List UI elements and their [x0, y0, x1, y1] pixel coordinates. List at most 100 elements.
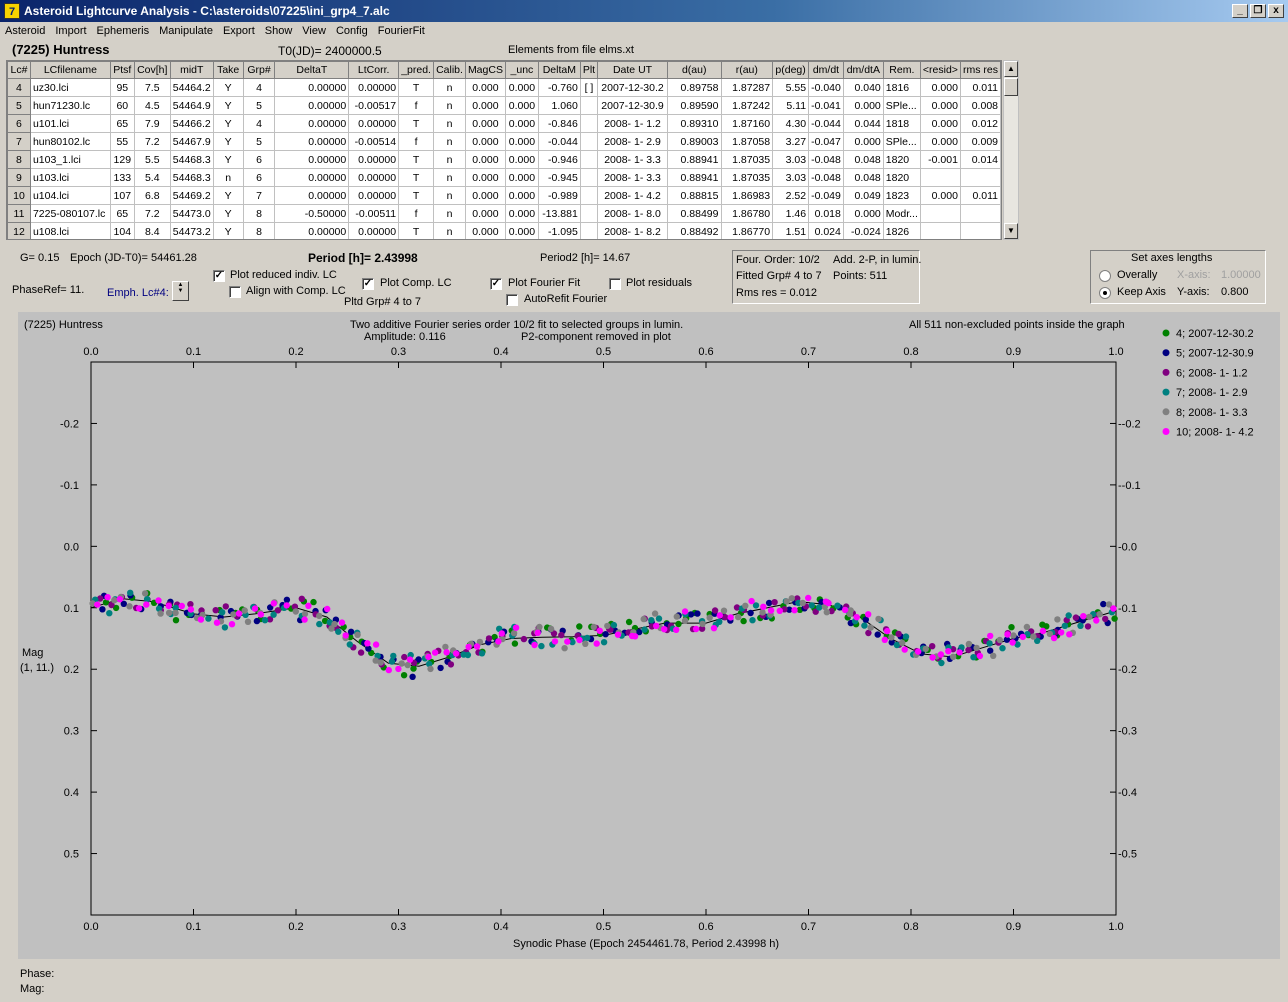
table-cell[interactable]: 5: [242, 96, 276, 115]
table-cell[interactable]: 0.000: [464, 204, 506, 223]
column-header[interactable]: MagCS: [464, 61, 506, 79]
table-cell[interactable]: 0.040: [842, 78, 884, 97]
table-cell[interactable]: 8.4: [133, 222, 171, 239]
x-axis-value[interactable]: 1.00000: [1221, 269, 1261, 281]
table-cell[interactable]: -0.044: [808, 114, 844, 133]
table-scrollbar[interactable]: ▲ ▼: [1003, 60, 1019, 240]
table-cell[interactable]: -0.047: [808, 132, 844, 151]
table-cell[interactable]: -0.049: [808, 186, 844, 205]
table-cell[interactable]: n: [212, 168, 244, 187]
table-row[interactable]: 7 hun80102.lc 55 7.2 54467.9 Y 5 0.00000 -0.0051…: [7, 132, 1001, 151]
table-cell[interactable]: Y: [212, 150, 244, 169]
table-cell[interactable]: 6: [242, 168, 276, 187]
table-cell[interactable]: 65: [109, 204, 135, 223]
column-header[interactable]: Ptsf: [109, 61, 135, 79]
table-cell[interactable]: 1820: [882, 168, 921, 187]
epoch-value[interactable]: Epoch (JD-T0)= 54461.28: [70, 252, 197, 264]
table-cell[interactable]: 0.000: [504, 168, 539, 187]
menu-fourierfit[interactable]: FourierFit: [377, 25, 425, 37]
period-value[interactable]: Period [h]= 2.43998: [308, 251, 418, 265]
table-cell[interactable]: [919, 222, 961, 239]
table-cell[interactable]: 2008- 1- 4.2: [597, 186, 668, 205]
table-cell[interactable]: 2007-12-30.9: [597, 96, 668, 115]
table-cell[interactable]: -0.048: [808, 168, 844, 187]
table-cell[interactable]: 0.00000: [274, 150, 350, 169]
table-cell[interactable]: T: [398, 150, 435, 169]
table-cell[interactable]: 1.87242: [720, 96, 774, 115]
table-cell[interactable]: 6.8: [133, 186, 171, 205]
scroll-thumb[interactable]: [1004, 78, 1018, 96]
table-cell[interactable]: [579, 204, 599, 223]
table-cell[interactable]: n: [433, 204, 466, 223]
table-cell[interactable]: 0.000: [504, 204, 539, 223]
column-header[interactable]: Lc#: [7, 61, 31, 79]
table-cell[interactable]: [579, 132, 599, 151]
column-header[interactable]: midT: [169, 61, 214, 79]
table-cell[interactable]: 1.060: [537, 96, 581, 115]
table-cell[interactable]: n: [433, 132, 466, 151]
table-cell[interactable]: 0.000: [504, 222, 539, 239]
table-cell[interactable]: 2008- 1- 3.3: [597, 150, 668, 169]
table-cell[interactable]: 1.86770: [720, 222, 774, 239]
column-header[interactable]: LtCorr.: [348, 61, 400, 79]
row-header[interactable]: 9: [7, 168, 31, 187]
lightcurve-plot[interactable]: (7225) Huntress Two additive Fourier ser…: [18, 312, 1280, 959]
table-cell[interactable]: -0.846: [537, 114, 581, 133]
table-cell[interactable]: 0.00000: [274, 222, 350, 239]
table-cell[interactable]: 5.11: [772, 96, 810, 115]
table-cell[interactable]: 0.000: [919, 96, 961, 115]
menu-import[interactable]: Import: [55, 25, 87, 37]
table-cell[interactable]: n: [433, 150, 466, 169]
column-header[interactable]: r(au): [720, 61, 774, 79]
table-cell[interactable]: n: [433, 168, 466, 187]
table-cell[interactable]: -0.00511: [348, 204, 400, 223]
menu-asteroid[interactable]: Asteroid: [5, 25, 46, 37]
table-cell[interactable]: 0.048: [842, 150, 884, 169]
table-cell[interactable]: [959, 222, 1001, 239]
row-header[interactable]: 12: [7, 222, 31, 239]
table-cell[interactable]: -0.024: [842, 222, 884, 239]
table-cell[interactable]: f: [398, 204, 435, 223]
column-header[interactable]: Rem.: [882, 61, 921, 79]
table-cell[interactable]: [579, 222, 599, 239]
table-cell[interactable]: 0.000: [504, 96, 539, 115]
table-cell[interactable]: T: [398, 186, 435, 205]
table-cell[interactable]: -0.044: [537, 132, 581, 151]
table-cell[interactable]: SPle...: [882, 132, 921, 151]
table-cell[interactable]: f: [398, 96, 435, 115]
table-cell[interactable]: 4.30: [772, 114, 810, 133]
table-cell[interactable]: 0.018: [808, 204, 844, 223]
table-cell[interactable]: 7.2: [133, 204, 171, 223]
table-cell[interactable]: n: [433, 186, 466, 205]
column-header[interactable]: dm/dtA: [842, 61, 884, 79]
table-cell[interactable]: 3.03: [772, 150, 810, 169]
table-cell[interactable]: 0.89758: [666, 78, 722, 97]
table-cell[interactable]: Y: [212, 96, 244, 115]
table-cell[interactable]: 133: [109, 168, 135, 187]
table-cell[interactable]: 54469.2: [169, 186, 214, 205]
table-row[interactable]: 12 u108.lci 104 8.4 54473.2 Y 8 0.00000 0.00000 T…: [7, 222, 1001, 239]
table-cell[interactable]: 0.048: [842, 168, 884, 187]
table-cell[interactable]: uz30.lci: [29, 78, 111, 97]
column-header[interactable]: <resid>: [919, 61, 961, 79]
table-cell[interactable]: 104: [109, 222, 135, 239]
table-cell[interactable]: 1.46: [772, 204, 810, 223]
menu-config[interactable]: Config: [335, 25, 368, 37]
table-cell[interactable]: 0.000: [504, 150, 539, 169]
table-cell[interactable]: 0.000: [504, 132, 539, 151]
row-header[interactable]: 6: [7, 114, 31, 133]
column-header[interactable]: DeltaT: [274, 61, 350, 79]
table-cell[interactable]: 0.044: [842, 114, 884, 133]
table-cell[interactable]: 54466.2: [169, 114, 214, 133]
table-cell[interactable]: 0.000: [842, 96, 884, 115]
row-header[interactable]: 10: [7, 186, 31, 205]
table-cell[interactable]: 1.86983: [720, 186, 774, 205]
table-cell[interactable]: 7.5: [133, 78, 171, 97]
table-cell[interactable]: SPle...: [882, 96, 921, 115]
table-cell[interactable]: [579, 96, 599, 115]
keep-axis-radio[interactable]: [1099, 287, 1111, 299]
table-cell[interactable]: 1.51: [772, 222, 810, 239]
plot-reduced-checkbox[interactable]: ✓: [213, 270, 225, 282]
table-cell[interactable]: u103.lci: [29, 168, 111, 187]
table-cell[interactable]: 3.27: [772, 132, 810, 151]
